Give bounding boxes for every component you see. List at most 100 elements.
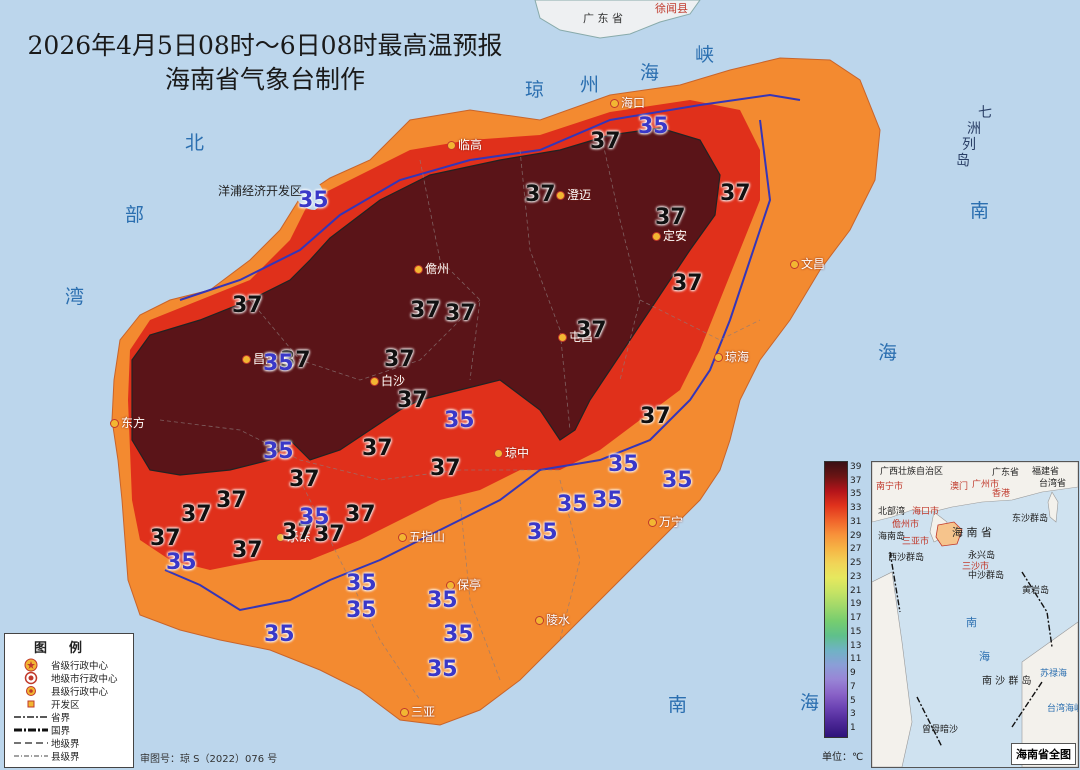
inset-label-huangyan: 黄岩岛: [1022, 586, 1050, 596]
city-dongfang: 东方: [110, 414, 145, 431]
colorbar-tick-label: 7: [850, 681, 856, 692]
city-qionghai: 琼海: [714, 348, 749, 365]
contour-label-37: 37: [181, 502, 212, 527]
inset-label-hongkong: 香港: [992, 489, 1011, 499]
city-yangpu: 洋浦经济开发区: [218, 182, 302, 199]
inset-caption: 海南省全图: [1011, 743, 1076, 765]
colorbar-tick-label: 23: [850, 571, 862, 582]
colorbar-tick-label: 25: [850, 558, 862, 569]
legend: 图例 省级行政中心 地级市行政中心 县级行政中心 开发区 省界 国界: [4, 633, 134, 768]
colorbar-tick-label: 1: [850, 723, 856, 734]
colorbar-tick-label: 9: [850, 668, 856, 679]
contour-label-35: 35: [346, 571, 377, 596]
contour-label-35: 35: [527, 520, 558, 545]
legend-item: 省级行政中心: [11, 658, 109, 672]
colorbar-tick-label: 39: [850, 461, 862, 472]
inset-label-nanning: 南宁市: [876, 482, 904, 492]
city-wuzhishan-label: 五指山: [409, 530, 446, 544]
development-zone-icon: [11, 697, 51, 711]
sea-label-nan-right: 南: [970, 200, 990, 222]
city-chengmai: 澄迈: [556, 186, 591, 203]
inset-label-hai: 海: [979, 650, 990, 663]
contour-label-37: 37: [280, 348, 311, 373]
contour-label-35: 35: [263, 351, 294, 376]
inset-label-taiwan: 台湾省: [1039, 479, 1067, 489]
legend-label: 省级行政中心: [51, 660, 109, 672]
contour-label-37: 37: [445, 301, 476, 326]
contour-label-37: 37: [655, 205, 686, 230]
sea-label-qiong: 琼: [525, 79, 545, 101]
city-danzhou: 儋州: [414, 260, 449, 277]
inset-label-macao: 澳门: [950, 482, 969, 492]
province-capital-icon: [11, 658, 51, 672]
city-wuzhishan: 五指山: [398, 528, 445, 545]
contour-label-37: 37: [672, 271, 703, 296]
colorbar-tick-label: 33: [850, 503, 862, 514]
contour-label-37: 37: [289, 467, 320, 492]
prefecture-city-icon: [11, 671, 51, 685]
province-border-icon: [11, 713, 51, 721]
contour-label-35: 35: [427, 657, 458, 682]
city-baisha-label: 白沙: [381, 374, 406, 388]
qizhou-label-3: 列: [962, 137, 976, 153]
inset-label-guangzhou: 广州市: [972, 480, 1000, 490]
contour-label-37: 37: [232, 538, 263, 563]
city-baisha: 白沙: [370, 372, 405, 389]
inset-label-beibuwan: 北部湾: [878, 507, 906, 517]
legend-item: 县级行政中心: [11, 684, 108, 698]
contour-label-37: 37: [232, 293, 263, 318]
temperature-colorbar: [824, 461, 848, 738]
contour-label-37: 37: [282, 520, 313, 545]
city-haikou-label: 海口: [621, 96, 646, 110]
inset-label-xisha: 西沙群岛: [888, 553, 925, 563]
city-ledong: 乐东: [276, 528, 311, 545]
county-center-icon: [11, 684, 51, 698]
contour-label-37: 37: [150, 526, 181, 551]
colorbar-tick-label: 31: [850, 516, 862, 527]
contour-label-37: 37: [410, 298, 441, 323]
mainland-guangdong-label: 广 东 省: [583, 12, 623, 25]
contour-label-37: 37: [576, 318, 607, 343]
contour-label-37: 37: [397, 388, 428, 413]
legend-label: 县级界: [51, 751, 80, 763]
contour-label-35: 35: [299, 505, 330, 530]
legend-item: 县级界: [11, 749, 80, 763]
sea-label-zhou: 州: [580, 74, 600, 96]
qizhou-label-4: 岛: [956, 153, 970, 169]
city-lingshui-label: 陵水: [546, 613, 571, 627]
inset-label-sanya: 三亚市: [902, 537, 930, 547]
city-wenchang: 文昌: [790, 255, 825, 272]
contour-label-35: 35: [166, 550, 197, 575]
city-tunchang-label: 屯昌: [569, 330, 594, 344]
sea-label-nan-bottom: 南: [668, 694, 688, 716]
legend-item: 国界: [11, 723, 70, 737]
city-sanya-label: 三亚: [411, 705, 436, 719]
city-ledong-label: 乐东: [287, 530, 312, 544]
contour-label-35: 35: [557, 492, 588, 517]
mainland-guangdong: 广 东 省 徐闻县: [535, 0, 695, 38]
inset-label-taiwan-strait: 台湾海峡: [1047, 704, 1078, 714]
national-border-icon: [11, 726, 51, 734]
contour-label-37: 37: [720, 181, 751, 206]
colorbar-tick-label: 19: [850, 599, 862, 610]
colorbar-tick-label: 5: [850, 695, 856, 706]
inset-label-sulu: 苏禄海: [1040, 669, 1068, 679]
contour-label-37: 37: [345, 502, 376, 527]
inset-label-zhongsha: 中沙群岛: [968, 571, 1005, 581]
city-danzhou-label: 儋州: [425, 262, 450, 276]
city-changjiang: 昌江: [242, 350, 277, 367]
sea-label-hai-bottom: 海: [800, 692, 820, 714]
prefecture-border-icon: [11, 739, 51, 747]
sea-label-wan: 湾: [65, 286, 85, 308]
contour-label-35: 35: [346, 598, 377, 623]
city-wenchang-label: 文昌: [801, 257, 826, 271]
city-dingan-label: 定安: [663, 229, 688, 243]
legend-label: 省界: [51, 712, 71, 724]
contour-label-37: 37: [362, 436, 393, 461]
contour-label-37: 37: [525, 182, 556, 207]
sea-label-hai: 海: [640, 62, 660, 84]
city-wanning: 万宁: [648, 513, 683, 530]
inset-label-zengmu: 曾母暗沙: [922, 725, 959, 735]
qizhou-label-2: 洲: [967, 121, 981, 137]
map-subtitle: 海南省气象台制作: [164, 65, 365, 94]
